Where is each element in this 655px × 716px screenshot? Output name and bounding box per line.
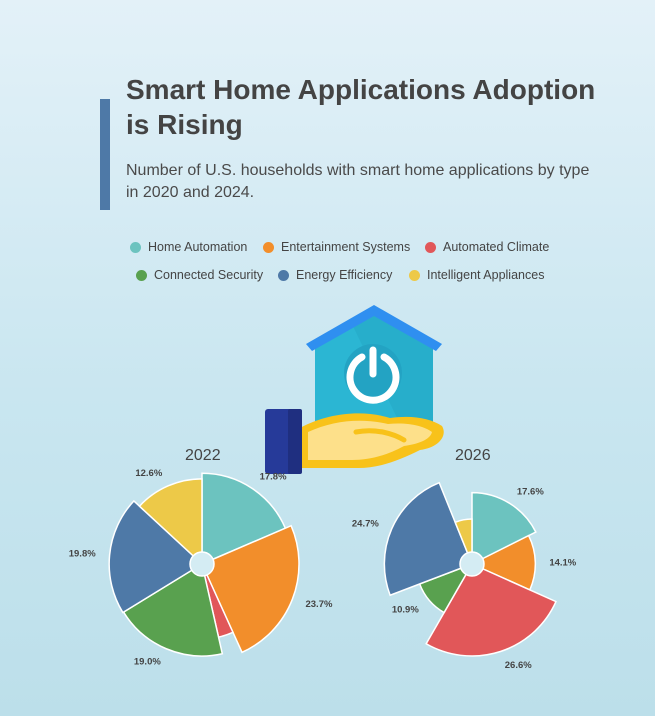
legend-row-2: Connected Security Energy Efficiency Int… xyxy=(0,268,655,288)
pie-center-hole xyxy=(459,551,485,577)
legend-item-automated-climate[interactable]: Automated Climate xyxy=(425,240,549,254)
legend-swatch xyxy=(409,269,420,281)
legend-swatch xyxy=(136,269,147,281)
legend-swatch xyxy=(263,241,274,253)
legend-label: Entertainment Systems xyxy=(281,240,411,254)
pie-data-label: 26.6% xyxy=(505,660,532,671)
pie-slice-connected-security[interactable] xyxy=(122,562,224,657)
legend-swatch xyxy=(130,241,141,253)
legend-label: Automated Climate xyxy=(443,240,550,254)
legend-row-1: Home Automation Entertainment Systems Au… xyxy=(0,240,655,260)
legend-item-intelligent-appliances[interactable]: Intelligent Appliances xyxy=(409,268,544,282)
pie-slice-home-automation[interactable] xyxy=(201,472,287,566)
pie-data-label: 23.7% xyxy=(305,599,332,610)
pie-slice-intelligent-appliances[interactable] xyxy=(138,478,203,566)
legend-item-entertainment-systems[interactable]: Entertainment Systems xyxy=(263,240,410,254)
chart-title-2026: 2026 xyxy=(455,447,491,464)
legend-item-connected-security[interactable]: Connected Security xyxy=(136,268,263,282)
legend-item-home-automation[interactable]: Home Automation xyxy=(130,240,247,254)
pie-slice-energy-efficiency[interactable] xyxy=(383,481,473,597)
pie-data-label: 10.9% xyxy=(392,604,419,615)
title-accent-bar xyxy=(100,99,110,210)
pie-data-label: 17.8% xyxy=(260,472,287,483)
pie-slice-entertainment-systems[interactable] xyxy=(201,524,300,654)
page-subtitle: Number of U.S. households with smart hom… xyxy=(126,162,590,201)
pie-data-label: 14.1% xyxy=(549,557,576,568)
pie-center-hole xyxy=(189,551,215,577)
pie-data-label: 19.0% xyxy=(134,657,161,668)
page-title: Smart Home Applications Adoption is Risi… xyxy=(126,74,596,140)
legend-item-energy-efficiency[interactable]: Energy Efficiency xyxy=(278,268,392,282)
pie-slice-energy-efficiency[interactable] xyxy=(108,499,204,614)
legend-label: Energy Efficiency xyxy=(296,268,393,282)
chart-title-2022: 2022 xyxy=(185,447,221,464)
pie-data-label: 17.6% xyxy=(517,486,544,497)
smart-house-power-icon xyxy=(265,305,444,474)
legend-label: Connected Security xyxy=(154,268,264,282)
pie-chart-2026: 17.6% 14.1% 26.6% 10.9% 24.7% xyxy=(352,481,577,671)
pie-slice-home-automation[interactable] xyxy=(471,491,537,566)
pie-slice-automated-climate[interactable] xyxy=(425,563,557,657)
pie-data-label: 19.8% xyxy=(69,549,96,560)
pie-slice-entertainment-systems[interactable] xyxy=(470,534,537,591)
pie-data-label: 12.6% xyxy=(135,468,162,479)
hand-icon xyxy=(265,409,444,474)
pie-data-label: 24.7% xyxy=(352,518,379,529)
legend-label: Home Automation xyxy=(148,240,248,254)
pie-chart-2022: 17.8% 23.7% 19.0% 19.8% 12.6% xyxy=(69,468,333,667)
legend-swatch xyxy=(278,269,289,281)
legend-label: Intelligent Appliances xyxy=(427,268,545,282)
legend-swatch xyxy=(425,241,436,253)
